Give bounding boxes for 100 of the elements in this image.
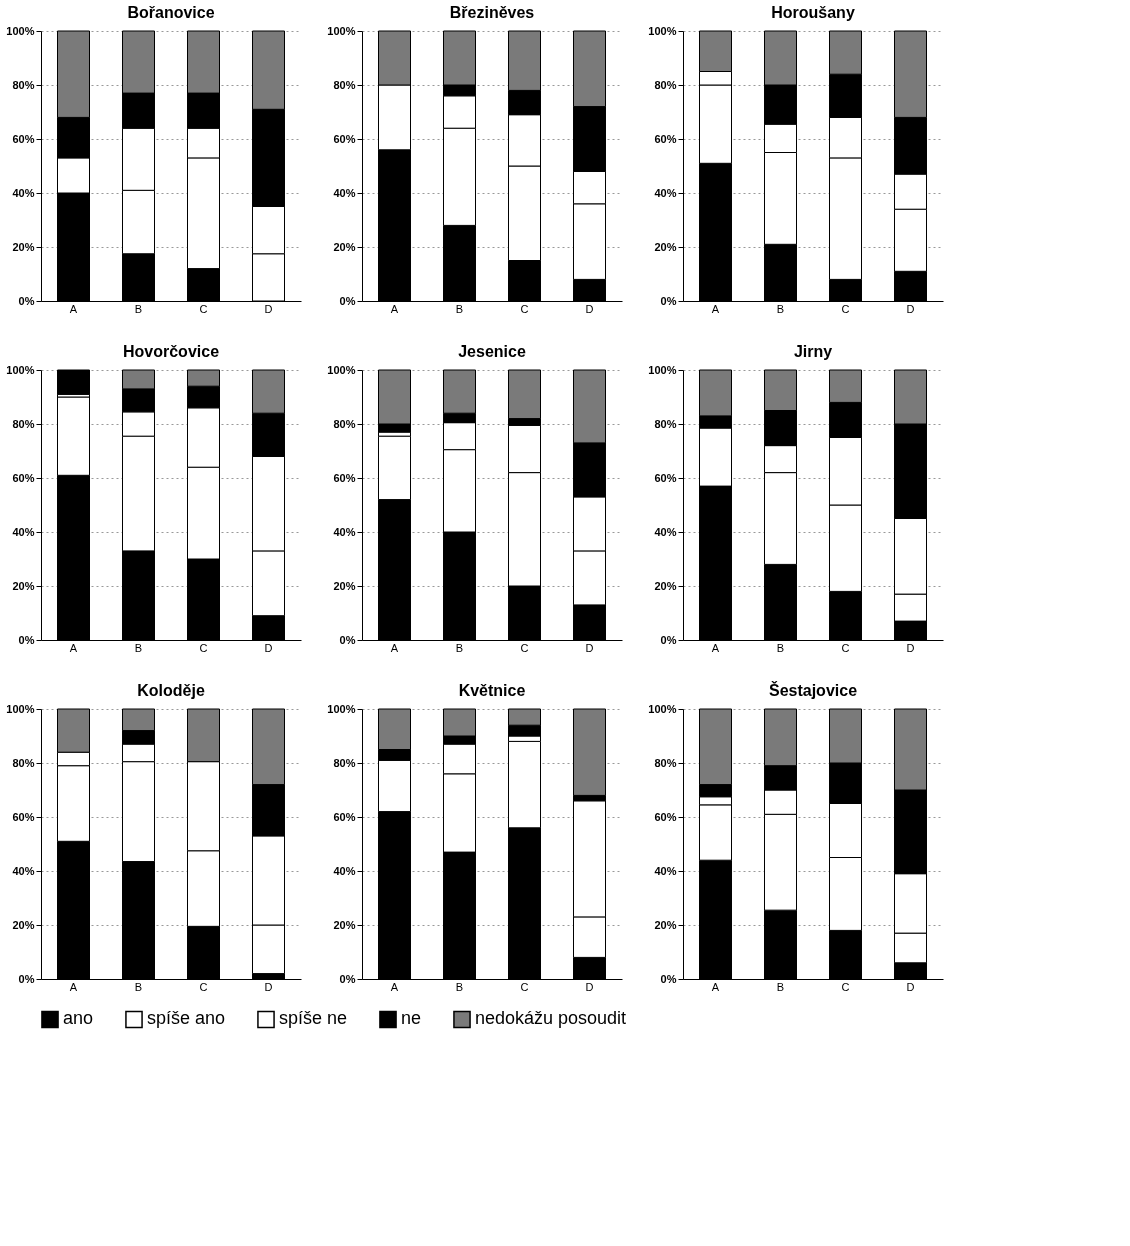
y-tick-label: 0% — [660, 294, 677, 307]
x-tick-label: A — [69, 302, 78, 315]
y-tick-label: 40% — [333, 186, 356, 199]
y-tick-label: 80% — [333, 756, 356, 769]
x-tick-label: A — [390, 980, 399, 993]
legend-label: ne — [401, 1008, 422, 1029]
y-tick-label: 40% — [654, 525, 677, 538]
y-tick-label: 40% — [12, 186, 35, 199]
y-tick-label: 20% — [654, 918, 677, 931]
chart-title: Jesenice — [458, 343, 526, 360]
y-tick-label: 20% — [333, 918, 356, 931]
chart-title: Květnice — [458, 682, 526, 699]
chart-title: Koloděje — [137, 682, 205, 699]
y-tick-label: 60% — [12, 810, 35, 823]
y-tick-label: 20% — [333, 579, 356, 592]
x-tick-label: D — [585, 641, 594, 654]
y-tick-label: 0% — [660, 633, 677, 646]
y-tick-label: 20% — [654, 579, 677, 592]
x-tick-label: D — [906, 302, 915, 315]
x-tick-label: C — [199, 302, 208, 315]
y-tick-label: 40% — [654, 864, 677, 877]
y-tick-label: 100% — [327, 363, 356, 376]
x-tick-label: B — [134, 302, 143, 315]
x-tick-label: A — [69, 980, 78, 993]
legend-label: spíše ne — [279, 1008, 348, 1029]
y-tick-label: 80% — [333, 78, 356, 91]
y-tick-label: 20% — [12, 579, 35, 592]
y-tick-label: 60% — [654, 132, 677, 145]
y-tick-label: 20% — [654, 240, 677, 253]
x-tick-label: C — [520, 302, 529, 315]
y-tick-label: 100% — [327, 702, 356, 715]
y-tick-label: 80% — [654, 417, 677, 430]
y-tick-label: 60% — [12, 132, 35, 145]
bar — [57, 369, 90, 395]
chart-title: Šestajovice — [768, 681, 858, 699]
y-tick-label: 0% — [339, 972, 356, 985]
x-tick-label: D — [585, 980, 594, 993]
y-tick-label: 60% — [333, 471, 356, 484]
x-tick-label: B — [134, 980, 143, 993]
y-tick-label: 20% — [333, 240, 356, 253]
x-tick-label: B — [776, 302, 785, 315]
y-tick-label: 80% — [654, 756, 677, 769]
x-tick-label: A — [711, 641, 720, 654]
x-tick-label: C — [520, 980, 529, 993]
y-tick-label: 60% — [333, 132, 356, 145]
y-tick-label: 40% — [12, 525, 35, 538]
x-tick-label: D — [906, 641, 915, 654]
x-tick-label: A — [390, 302, 399, 315]
y-tick-label: 100% — [648, 702, 677, 715]
x-tick-label: A — [711, 302, 720, 315]
y-tick-label: 100% — [327, 24, 356, 37]
x-tick-label: B — [134, 641, 143, 654]
chart-title: Březiněves — [449, 4, 535, 21]
y-tick-label: 60% — [654, 471, 677, 484]
y-tick-label: 20% — [12, 240, 35, 253]
y-tick-label: 40% — [333, 525, 356, 538]
y-tick-label: 20% — [12, 918, 35, 931]
x-tick-label: B — [455, 980, 464, 993]
x-tick-label: A — [69, 641, 78, 654]
y-tick-label: 60% — [12, 471, 35, 484]
x-tick-label: C — [841, 302, 850, 315]
y-tick-label: 80% — [654, 78, 677, 91]
y-tick-label: 60% — [333, 810, 356, 823]
x-tick-label: B — [455, 641, 464, 654]
y-tick-label: 0% — [18, 633, 35, 646]
chart-title: Jirny — [793, 343, 833, 360]
y-tick-label: 100% — [6, 363, 35, 376]
x-tick-label: A — [711, 980, 720, 993]
x-tick-label: A — [390, 641, 399, 654]
x-tick-label: D — [264, 302, 273, 315]
y-tick-label: 80% — [333, 417, 356, 430]
y-tick-label: 40% — [12, 864, 35, 877]
x-tick-label: D — [264, 641, 273, 654]
x-tick-label: C — [841, 641, 850, 654]
y-tick-label: 80% — [12, 756, 35, 769]
chart-title: Bořanovice — [127, 4, 215, 21]
y-tick-label: 0% — [339, 633, 356, 646]
y-tick-label: 100% — [648, 363, 677, 376]
x-tick-label: B — [776, 980, 785, 993]
y-tick-label: 0% — [18, 294, 35, 307]
x-tick-label: C — [199, 980, 208, 993]
legend-label: ano — [63, 1008, 94, 1029]
y-tick-label: 100% — [6, 702, 35, 715]
y-tick-label: 100% — [648, 24, 677, 37]
x-tick-label: D — [264, 980, 273, 993]
x-tick-label: C — [841, 980, 850, 993]
y-tick-label: 40% — [333, 864, 356, 877]
x-tick-label: C — [199, 641, 208, 654]
y-tick-label: 0% — [18, 972, 35, 985]
y-tick-label: 100% — [6, 24, 35, 37]
y-tick-label: 0% — [339, 294, 356, 307]
x-tick-label: B — [455, 302, 464, 315]
y-tick-label: 0% — [660, 972, 677, 985]
chart-title: Horoušany — [771, 4, 855, 21]
x-tick-label: D — [585, 302, 594, 315]
y-tick-label: 60% — [654, 810, 677, 823]
chart-title: Hovorčovice — [122, 343, 220, 360]
legend-label: nedokážu posoudit — [475, 1008, 627, 1029]
x-tick-label: C — [520, 641, 529, 654]
x-tick-label: B — [776, 641, 785, 654]
